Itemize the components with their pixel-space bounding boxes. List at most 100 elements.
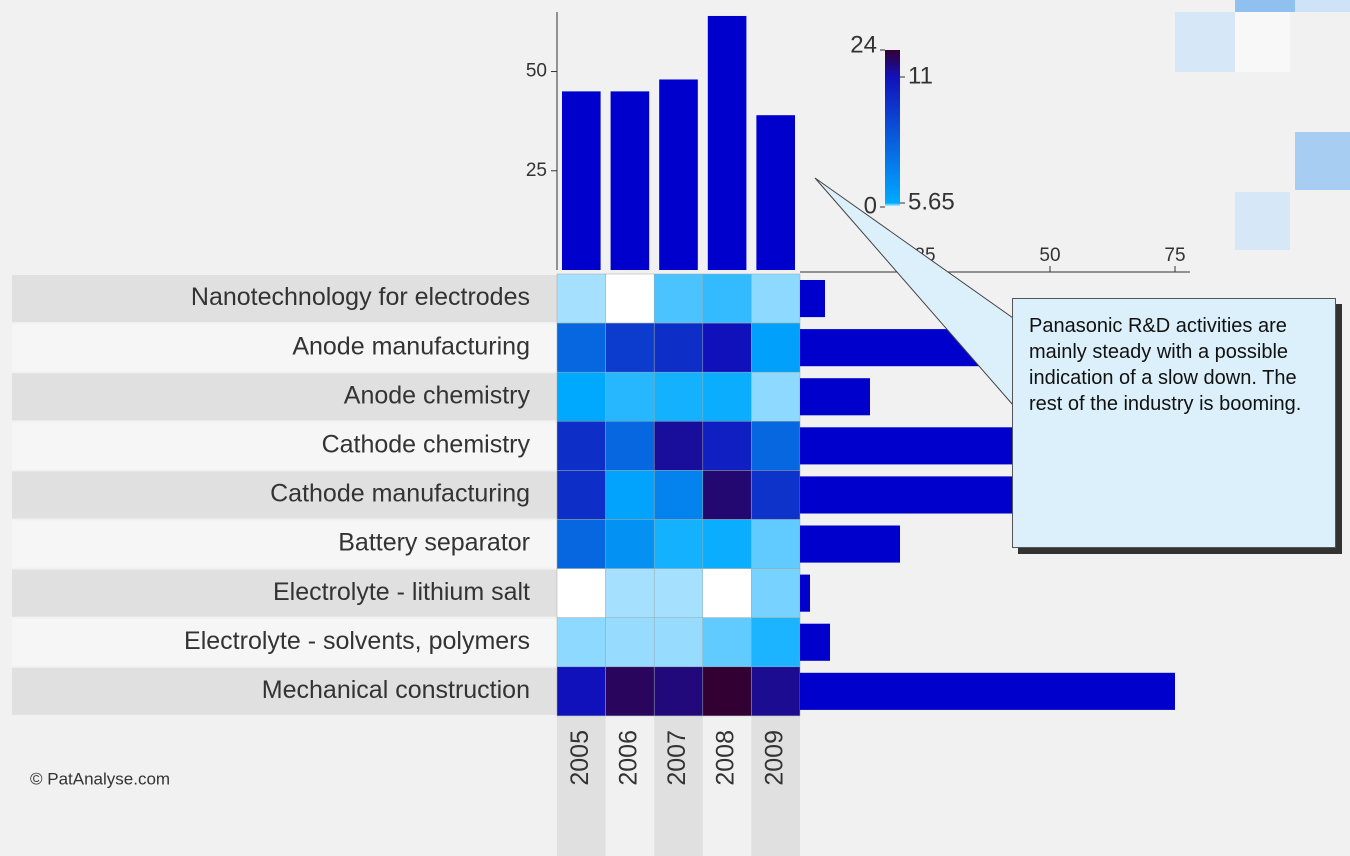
- colorbar: [885, 50, 900, 207]
- heat-cell: [751, 273, 801, 324]
- bar: [800, 525, 900, 563]
- heat-cell: [751, 371, 801, 422]
- heat-cell: [556, 322, 606, 373]
- row-band: [12, 618, 557, 666]
- row-band: [12, 373, 557, 421]
- x-tick-label: 50: [1039, 245, 1060, 266]
- col-label: 2007: [663, 730, 691, 786]
- heat-cell: [702, 371, 752, 422]
- row-band: [12, 324, 557, 372]
- bar: [659, 79, 698, 270]
- decor: [1175, 12, 1235, 72]
- bar: [800, 574, 810, 612]
- heat-cell: [702, 568, 752, 618]
- bar: [800, 672, 1175, 710]
- heat-cell: [653, 322, 704, 373]
- colorbar-label: 24: [850, 31, 877, 58]
- heat-cell: [751, 421, 801, 471]
- row-band: [12, 471, 557, 519]
- decor: [1235, 192, 1290, 250]
- row-label: Nanotechnology for electrodes: [191, 283, 530, 311]
- bar: [800, 427, 1015, 465]
- row-label: Anode chemistry: [344, 381, 531, 409]
- heat-cell: [653, 470, 704, 520]
- colorbar-label: 5.65: [908, 188, 955, 215]
- decor: [1235, 12, 1290, 72]
- col-label: 2009: [760, 730, 788, 786]
- colorbar-label: 0: [864, 192, 877, 219]
- heat-cell: [702, 666, 752, 717]
- heat-cell: [605, 273, 655, 324]
- heat-cell: [702, 617, 752, 668]
- heat-cell: [605, 371, 655, 422]
- annotation: Panasonic R&D activities are mainly stea…: [1012, 298, 1336, 548]
- row-band: [12, 520, 557, 568]
- heat-cell: [556, 273, 606, 324]
- heat-cell: [556, 519, 606, 569]
- heat-cell: [653, 568, 704, 618]
- heat-cell: [653, 666, 704, 717]
- bar: [707, 15, 747, 270]
- decor: [1295, 132, 1350, 190]
- heat-cell: [556, 666, 606, 717]
- heat-cell: [653, 519, 704, 569]
- y-tick-label: 50: [526, 61, 547, 82]
- bar: [800, 623, 830, 661]
- heat-cell: [556, 470, 606, 520]
- colorbar-label: 11: [908, 62, 933, 89]
- row-label: Electrolyte - solvents, polymers: [184, 627, 530, 655]
- heat-cell: [751, 617, 801, 668]
- heat-cell: [605, 568, 655, 618]
- heat-cell: [605, 617, 655, 668]
- heat-cell: [653, 421, 704, 471]
- row-band: [12, 422, 557, 470]
- bar: [800, 378, 870, 416]
- decor: [1295, 0, 1350, 12]
- row-label: Anode manufacturing: [292, 332, 530, 360]
- row-band: [12, 275, 557, 323]
- heat-cell: [556, 371, 606, 422]
- heat-cell: [751, 568, 801, 618]
- bar: [800, 280, 825, 318]
- heat-cell: [653, 371, 704, 422]
- col-band: [751, 716, 800, 856]
- heat-cell: [605, 322, 655, 373]
- row-label: Mechanical construction: [262, 676, 530, 704]
- heat-cell: [605, 421, 655, 471]
- heat-cell: [605, 470, 655, 520]
- col-label: 2005: [566, 730, 594, 786]
- heat-cell: [702, 322, 752, 373]
- heat-cell: [751, 322, 801, 373]
- col-band: [557, 716, 606, 856]
- bar: [756, 115, 795, 270]
- heat-cell: [556, 617, 606, 668]
- bar: [610, 91, 650, 270]
- col-band: [654, 716, 703, 856]
- col-label: 2008: [712, 730, 740, 786]
- row-label: Cathode chemistry: [322, 430, 531, 458]
- heat-cell: [605, 519, 655, 569]
- heat-cell: [751, 519, 801, 569]
- row-label: Electrolyte - lithium salt: [273, 578, 530, 606]
- source: © PatAnalyse.com: [30, 769, 170, 788]
- heat-cell: [556, 421, 606, 471]
- decor: [1235, 0, 1295, 12]
- heat-cell: [556, 568, 606, 618]
- heat-cell: [653, 273, 704, 324]
- heat-cell: [702, 421, 752, 471]
- heat-cell: [751, 666, 801, 717]
- heat-cell: [702, 519, 752, 569]
- bar: [562, 91, 601, 270]
- heat-cell: [702, 470, 752, 520]
- y-tick-label: 25: [526, 160, 547, 181]
- bar: [800, 476, 1013, 514]
- row-band: [12, 667, 557, 715]
- heat-cell: [751, 470, 801, 520]
- row-band: [12, 569, 557, 617]
- heat-cell: [653, 617, 704, 668]
- heat-cell: [605, 666, 655, 717]
- heat-cell: [702, 273, 752, 324]
- x-tick-label: 75: [1164, 245, 1185, 266]
